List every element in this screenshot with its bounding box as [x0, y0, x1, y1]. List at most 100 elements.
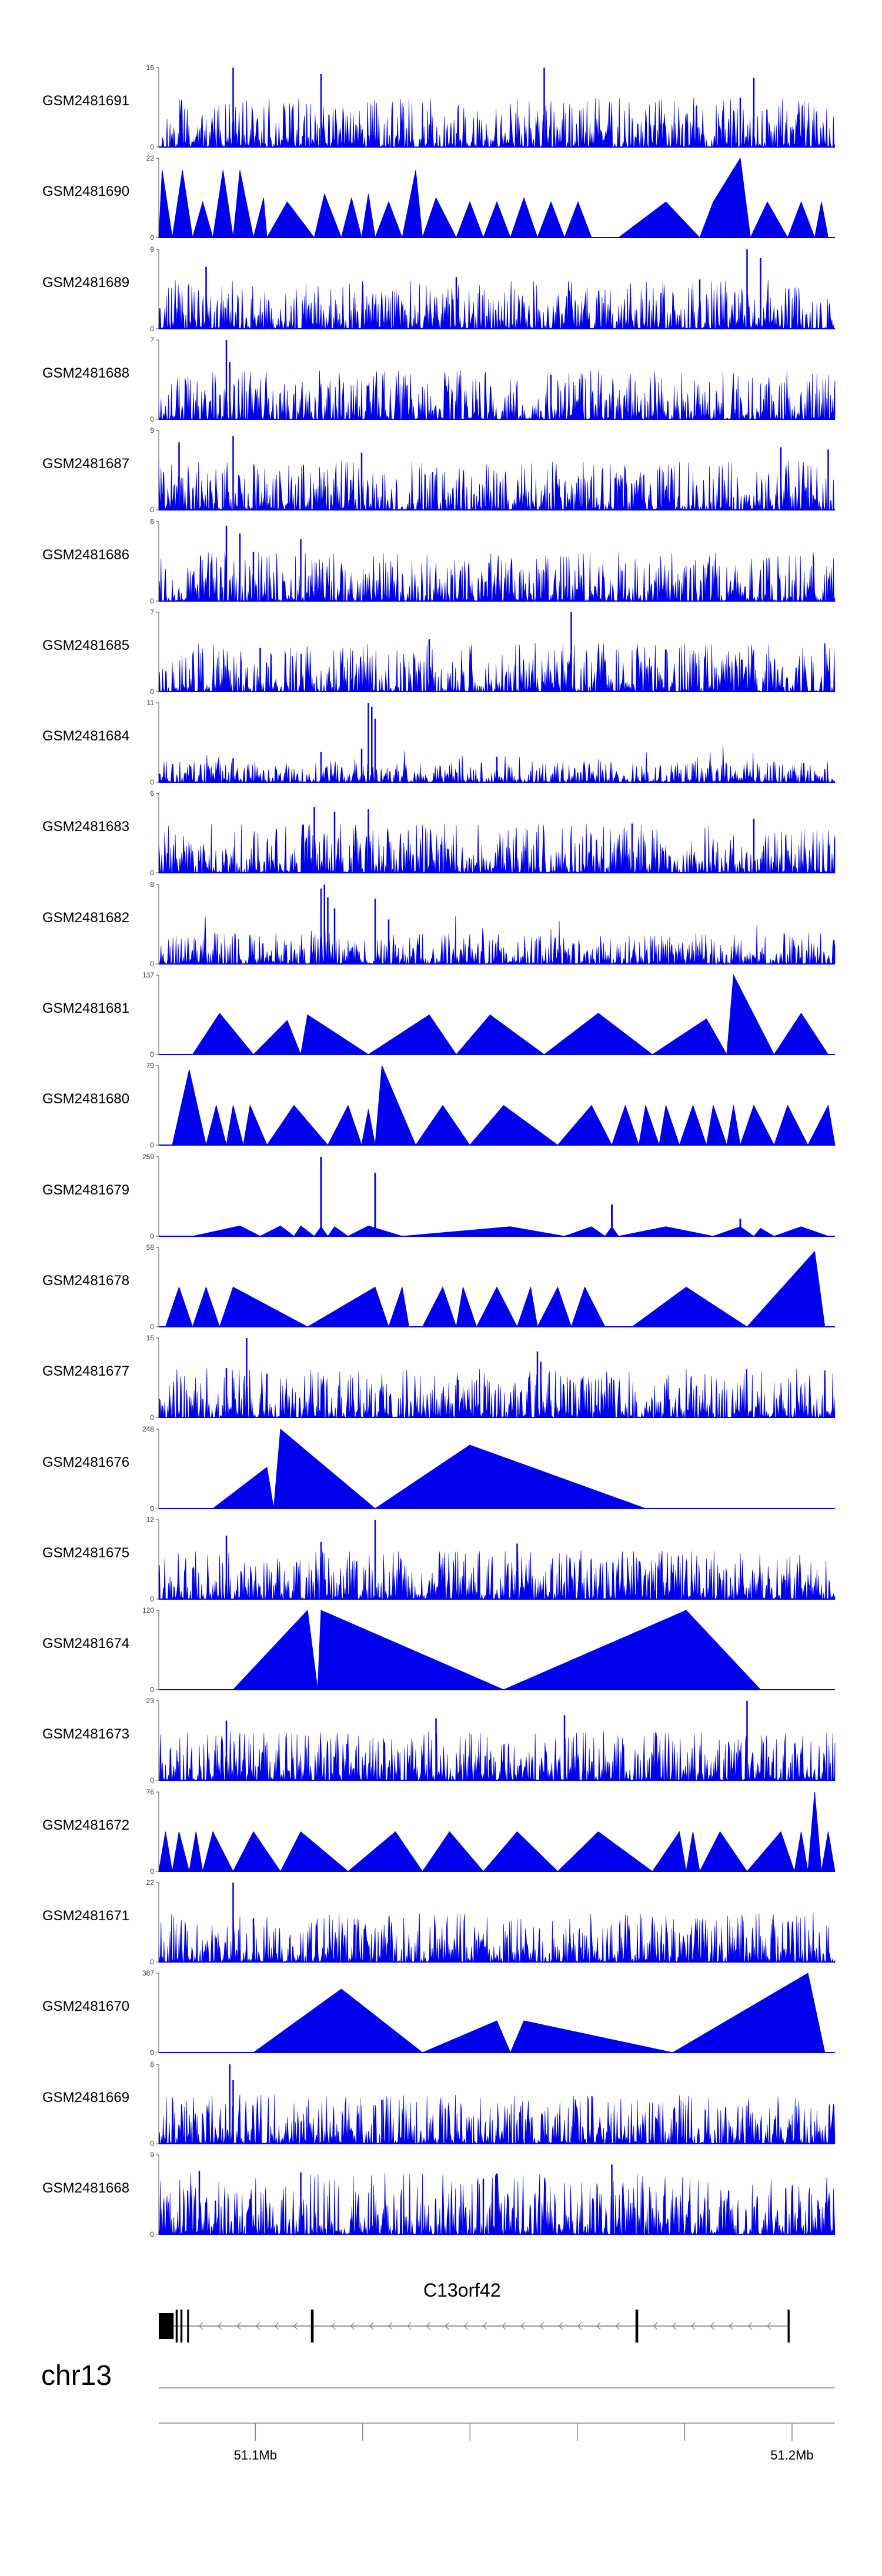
track-plot: 58 0	[146, 1243, 835, 1331]
track-plot: 76 0	[146, 1788, 836, 1876]
strand-arrow	[255, 2322, 260, 2330]
y-max-label: 8	[150, 2060, 154, 2068]
axis-tick-label: 51.2Mb	[770, 2448, 813, 2462]
strand-arrow	[293, 2322, 298, 2330]
track-label: GSM2481691	[42, 93, 130, 109]
y-zero-label: 0	[150, 1050, 154, 1059]
signal-area	[158, 823, 836, 874]
track-plot: 120 0	[142, 1606, 835, 1694]
y-zero-label: 0	[150, 1323, 154, 1331]
signal-area	[172, 1066, 836, 1147]
strand-arrow	[767, 2322, 771, 2330]
signal-area	[158, 1550, 836, 1600]
strand-arrow	[710, 2322, 714, 2330]
signal-area	[212, 1428, 646, 1509]
y-zero-label: 0	[150, 597, 154, 605]
track-GSM2481678: GSM2481678 58 0	[0, 1239, 882, 1331]
signal-area	[158, 157, 829, 239]
y-max-label: 6	[150, 518, 154, 526]
track-GSM2481690: GSM2481690 22 0	[0, 149, 882, 242]
y-zero-label: 0	[150, 1776, 154, 1784]
track-label: GSM2481672	[42, 1817, 130, 1833]
y-max-label: 58	[146, 1243, 155, 1252]
y-max-label: 11	[147, 699, 155, 707]
signal-area	[165, 1250, 826, 1328]
track-plot: 80	[150, 880, 836, 968]
gene-exon	[187, 2310, 189, 2343]
signal-area	[158, 916, 836, 965]
strand-arrow	[483, 2322, 487, 2330]
chromosome-label: chr13	[41, 2360, 112, 2391]
track-label: GSM2481678	[42, 1272, 130, 1289]
strand-arrow	[615, 2322, 620, 2330]
track-GSM2481673: GSM2481673 23 0	[0, 1692, 882, 1784]
signal-area	[158, 642, 836, 692]
y-zero-label: 0	[150, 1413, 154, 1422]
track-GSM2481689: GSM2481689 9 0	[0, 241, 882, 333]
signal-area	[192, 1225, 828, 1237]
track-plot: 137 0	[142, 971, 835, 1059]
track-GSM2481688: GSM2481688 7 0	[0, 331, 882, 423]
y-zero-label: 0	[150, 1686, 154, 1694]
track-label: GSM2481688	[42, 365, 130, 381]
y-zero-label: 0	[150, 506, 154, 514]
track-label: GSM2481669	[42, 2089, 130, 2105]
y-zero-label: 0	[150, 1504, 154, 1513]
track-GSM2481674: GSM2481674 120 0	[0, 1601, 882, 1694]
strand-arrow	[747, 2322, 753, 2330]
strand-arrow	[596, 2322, 601, 2330]
y-max-label: 22	[146, 154, 155, 162]
track-plot: 70	[150, 608, 836, 696]
strand-arrow	[558, 2322, 563, 2330]
track-label: GSM2481675	[42, 1544, 130, 1561]
strand-arrow	[199, 2322, 203, 2330]
track-plot: 259 0	[142, 1153, 835, 1240]
signal-area	[192, 974, 829, 1056]
track-plot: 22 0	[146, 154, 835, 242]
y-zero-label: 0	[150, 960, 154, 968]
track-GSM2481676: GSM2481676 248 0	[0, 1420, 882, 1513]
track-label: GSM2481674	[42, 1636, 130, 1652]
y-max-label: 12	[146, 1516, 155, 1524]
signal-area	[252, 1973, 826, 2054]
signal-area	[158, 98, 836, 148]
y-max-label: 248	[142, 1425, 154, 1433]
strand-arrow	[236, 2322, 241, 2330]
y-max-label: 9	[150, 245, 154, 253]
strand-arrow	[653, 2322, 658, 2330]
track-plot: 387 0	[142, 1969, 835, 2057]
y-zero-label: 0	[150, 1595, 154, 1603]
y-max-label: 7	[150, 608, 154, 616]
signal-area	[158, 2173, 836, 2235]
track-plot: 60	[150, 518, 836, 605]
signal-area	[158, 279, 835, 329]
signal-area	[158, 370, 836, 420]
y-zero-label: 0	[150, 1141, 154, 1149]
track-label: GSM2481683	[42, 819, 130, 835]
track-plot: 11 0	[147, 699, 836, 786]
track-plot: 15 0	[146, 1334, 836, 1422]
y-zero-label: 0	[150, 1958, 154, 1966]
y-max-label: 8	[150, 880, 154, 889]
signal-area	[158, 1791, 836, 1873]
track-GSM2481677: GSM2481677 15 0	[0, 1329, 882, 1422]
strand-arrow	[274, 2322, 279, 2330]
track-plot: 80	[150, 2060, 836, 2148]
track-GSM2481682: GSM2481682 8 0	[0, 876, 882, 968]
track-label: GSM2481686	[42, 546, 130, 563]
track-GSM2481684: GSM2481684 11 0	[0, 694, 882, 786]
y-max-label: 6	[150, 789, 154, 798]
genome-axis: 51.1Mb 51.2Mb	[159, 2387, 835, 2462]
track-GSM2481669: GSM2481669 8 0	[0, 2056, 882, 2148]
y-zero-label: 0	[150, 778, 154, 786]
strand-arrow	[502, 2322, 506, 2330]
y-zero-label: 0	[150, 415, 154, 423]
track-label: GSM2481682	[42, 909, 130, 926]
track-GSM2481671: GSM2481671 22 0	[0, 1874, 882, 1966]
gene-exon	[180, 2310, 183, 2343]
track-GSM2481685: GSM2481685 7 0	[0, 603, 882, 696]
y-zero-label: 0	[150, 688, 154, 696]
track-GSM2481668: GSM2481668 9 0	[0, 2146, 882, 2238]
track-label: GSM2481687	[42, 456, 130, 472]
y-max-label: 22	[146, 1878, 155, 1887]
